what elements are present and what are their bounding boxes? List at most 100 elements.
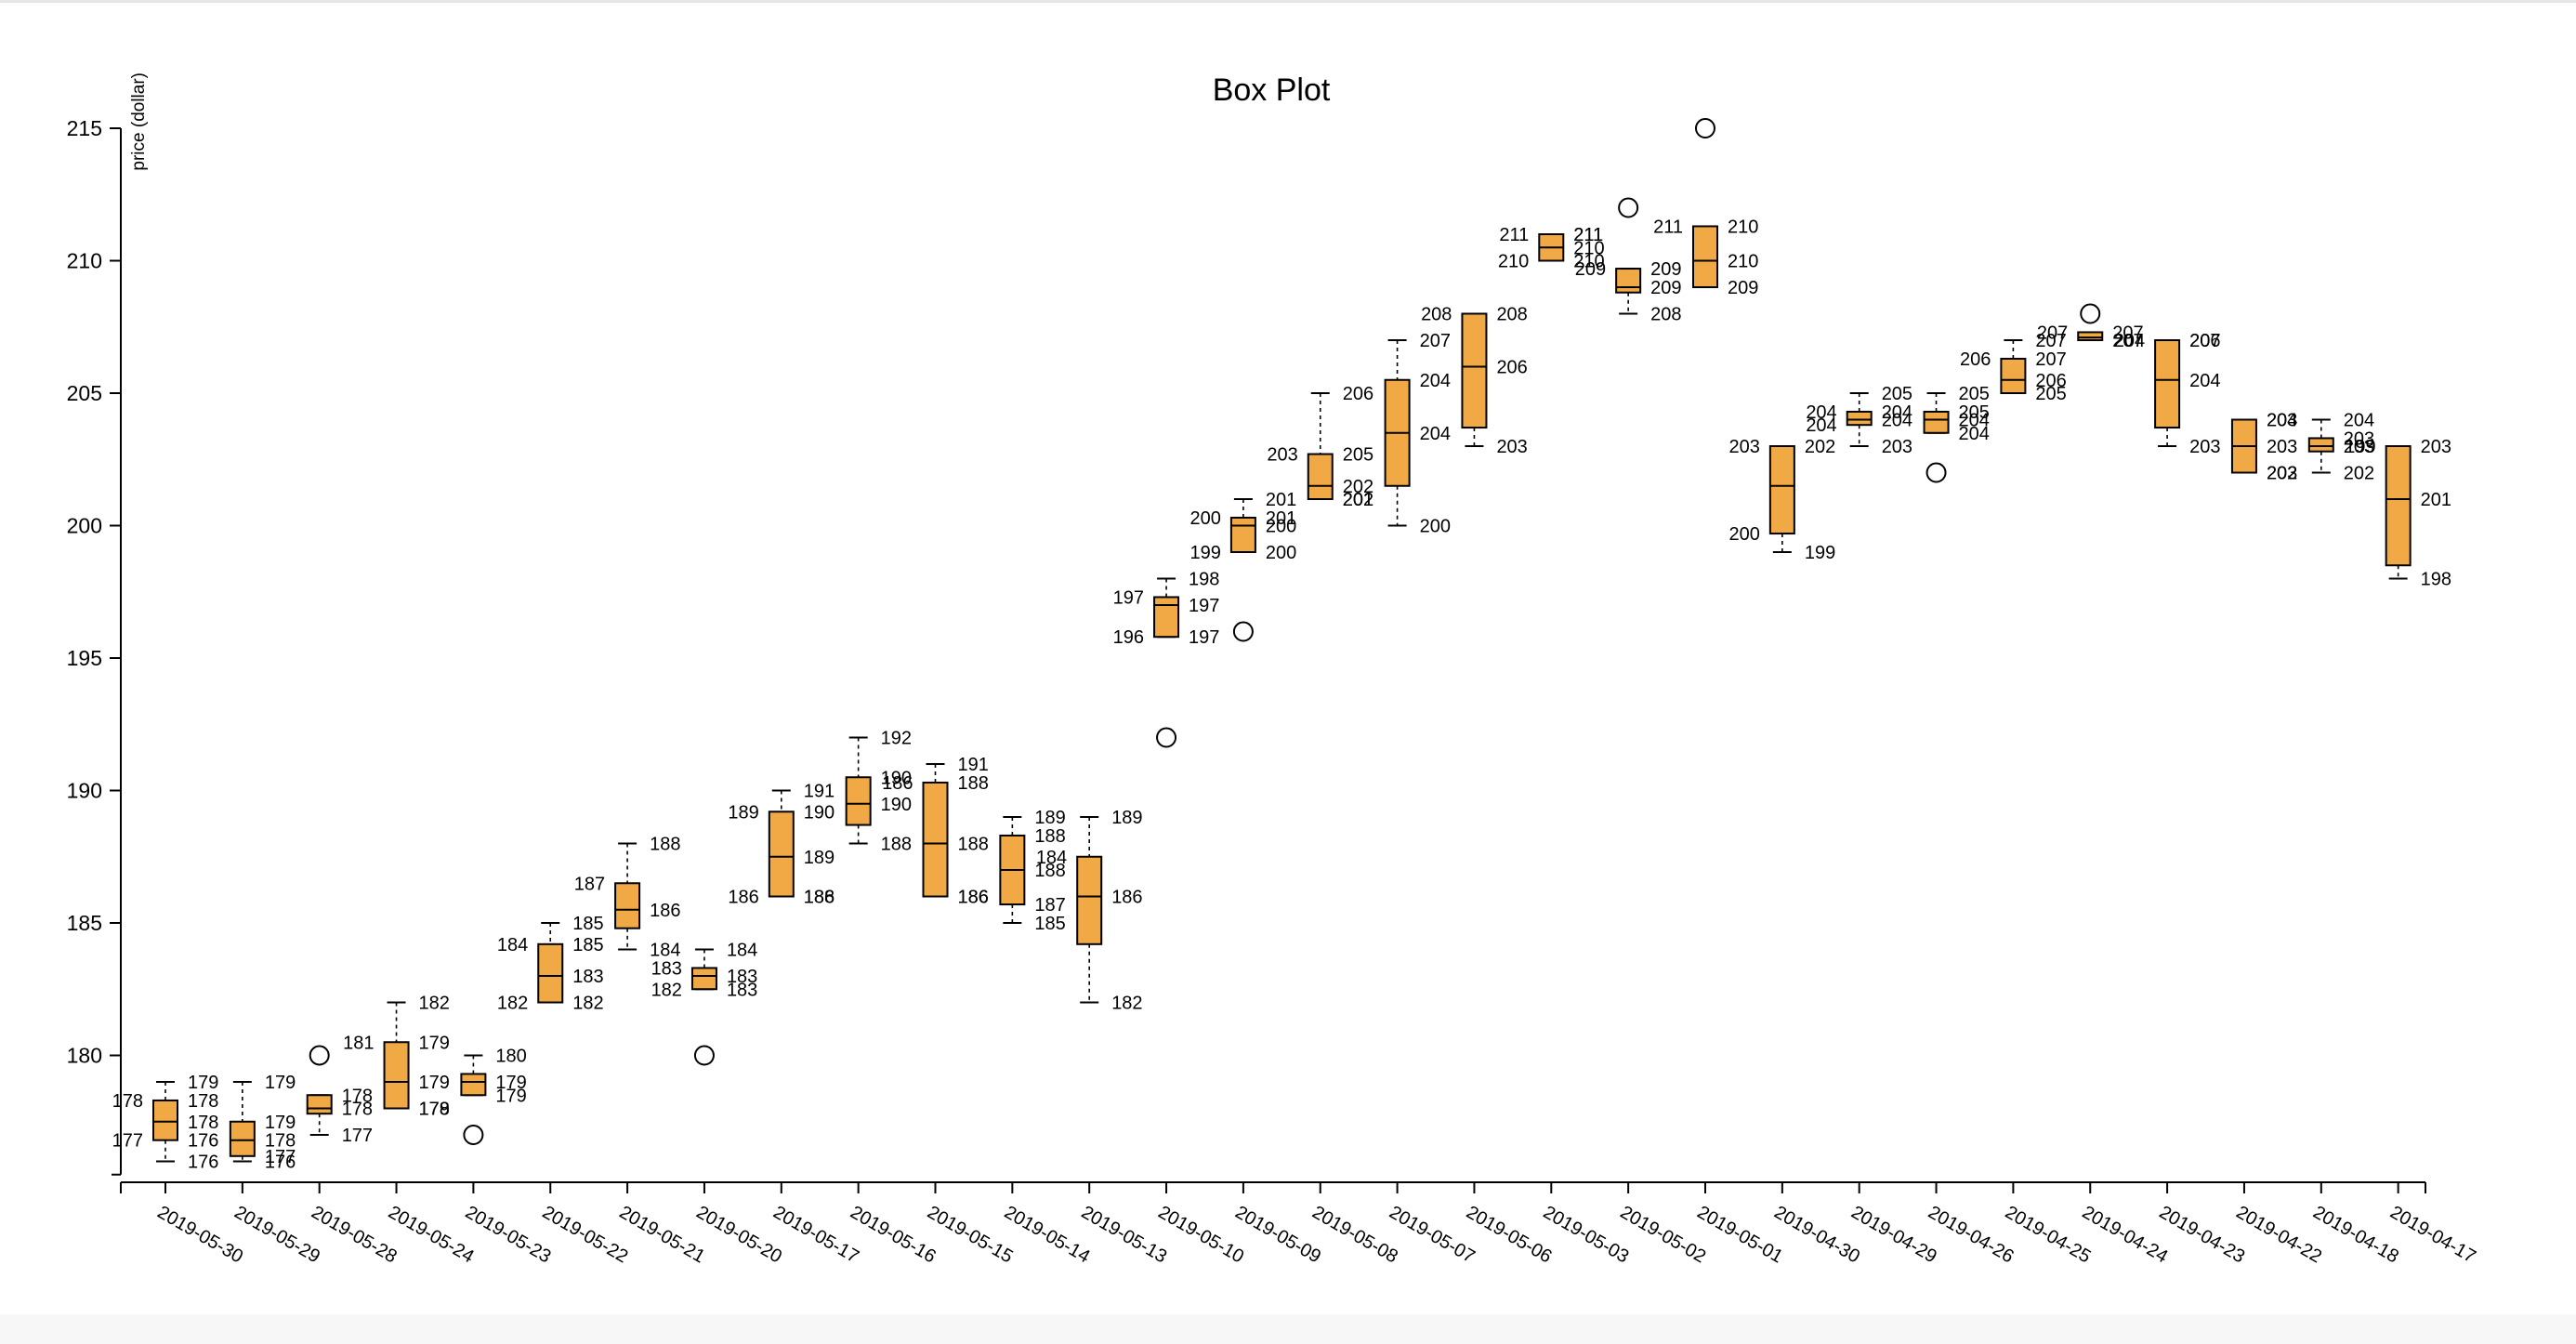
value-label: 176 <box>265 1153 296 1173</box>
outlier-point <box>695 1047 714 1065</box>
value-label: 206 <box>1960 349 1991 370</box>
value-label: 179 <box>495 1086 526 1106</box>
x-tick-label: 2019-05-06 <box>1463 1202 1556 1267</box>
box <box>2309 438 2333 451</box>
value-label: 197 <box>1189 596 1219 616</box>
y-tick-label: 180 <box>67 1044 102 1068</box>
x-tick-label: 2019-05-09 <box>1231 1202 1324 1267</box>
value-label: 209 <box>1575 259 1606 280</box>
value-label: 178 <box>112 1091 143 1112</box>
value-label: 186 <box>882 773 913 794</box>
value-label: 176 <box>188 1131 218 1152</box>
value-label: 186 <box>804 888 835 908</box>
box <box>1154 597 1178 637</box>
value-label: 208 <box>1496 305 1527 325</box>
box <box>1693 226 1717 287</box>
value-label: 207 <box>1420 331 1451 351</box>
value-label: 189 <box>1034 808 1065 828</box>
value-label: 179 <box>419 1073 450 1093</box>
box <box>1077 857 1101 944</box>
box-group: 204203203203202 <box>2232 411 2297 484</box>
box <box>2078 332 2102 340</box>
box <box>385 1042 409 1108</box>
y-tick-label: 205 <box>67 381 102 405</box>
value-label: 198 <box>1189 570 1219 590</box>
value-label: 190 <box>881 795 912 815</box>
box <box>924 783 948 897</box>
box <box>2155 340 2179 428</box>
value-label: 204 <box>1420 371 1451 391</box>
x-tick-label: 2019-05-24 <box>385 1202 478 1267</box>
x-tick-label: 2019-05-22 <box>539 1202 632 1267</box>
x-tick-label: 2019-04-26 <box>1925 1202 2017 1267</box>
box-group: 201201200200200199 <box>1190 490 1297 641</box>
x-tick-label: 2019-04-18 <box>2309 1202 2402 1267</box>
value-label: 188 <box>881 835 912 855</box>
value-label: 205 <box>2035 384 2066 404</box>
outlier-point <box>1619 199 1637 217</box>
value-label: 189 <box>804 848 835 868</box>
value-label: 191 <box>958 755 989 775</box>
box-group: 207204204200 <box>1386 331 1451 537</box>
value-label: 200 <box>1266 517 1296 537</box>
value-label: 202 <box>2344 464 2374 484</box>
x-tick-label: 2019-05-28 <box>308 1202 401 1267</box>
value-label: 178 <box>188 1113 218 1133</box>
box <box>2001 359 2025 393</box>
value-label: 182 <box>1111 994 1142 1014</box>
value-label: 191 <box>804 782 835 802</box>
box <box>692 968 716 989</box>
x-tick-label: 2019-05-02 <box>1617 1202 1710 1267</box>
value-label: 190 <box>804 802 835 823</box>
outlier-point <box>1157 729 1176 747</box>
x-tick-label: 2019-05-17 <box>769 1202 862 1267</box>
value-label: 178 <box>342 1100 373 1120</box>
value-label: 183 <box>572 967 603 987</box>
box <box>538 944 562 1003</box>
value-label: 199 <box>2345 437 2375 457</box>
value-label: 182 <box>419 994 450 1014</box>
box <box>1231 518 1255 552</box>
outlier-point <box>1927 464 1946 482</box>
value-label: 188 <box>650 835 680 855</box>
value-label: 179 <box>419 1033 450 1053</box>
x-tick-label: 2019-05-14 <box>1001 1202 1094 1267</box>
x-tick-label: 2019-05-29 <box>230 1202 323 1267</box>
value-label: 209 <box>1728 278 1758 298</box>
y-tick-label: 210 <box>67 249 102 273</box>
value-label: 201 <box>2421 490 2451 510</box>
value-label: 203 <box>1728 437 1759 457</box>
value-label: 200 <box>1266 543 1296 563</box>
outlier-point <box>2081 305 2099 323</box>
value-label: 185 <box>1034 914 1065 934</box>
x-tick-label: 2019-04-29 <box>1847 1202 1940 1267</box>
x-tick-label: 2019-04-22 <box>2232 1202 2325 1267</box>
value-label: 184 <box>1036 848 1067 868</box>
value-label: 206 <box>2189 331 2220 351</box>
box-group: 207206204203204 <box>2114 331 2221 457</box>
value-label: 187 <box>1034 895 1065 916</box>
value-label: 211 <box>1499 225 1529 245</box>
box <box>230 1122 255 1156</box>
outlier-point <box>310 1047 329 1065</box>
value-label: 178 <box>419 1100 450 1120</box>
value-label: 196 <box>1113 627 1144 648</box>
box <box>615 883 639 928</box>
box <box>2386 446 2411 565</box>
value-label: 200 <box>1728 524 1759 545</box>
x-tick-label: 2019-05-13 <box>1078 1202 1171 1267</box>
x-tick-label: 2019-04-25 <box>2002 1202 2095 1267</box>
value-label: 186 <box>958 888 989 908</box>
value-label: 182 <box>651 980 682 1000</box>
value-label: 199 <box>1805 543 1835 563</box>
value-label: 203 <box>1882 437 1912 457</box>
value-label: 183 <box>651 958 682 979</box>
x-tick-label: 2019-05-03 <box>1540 1202 1633 1267</box>
x-tick-label: 2019-04-17 <box>2386 1202 2479 1267</box>
y-tick-label: 195 <box>67 646 102 670</box>
value-label: 208 <box>1421 305 1452 325</box>
